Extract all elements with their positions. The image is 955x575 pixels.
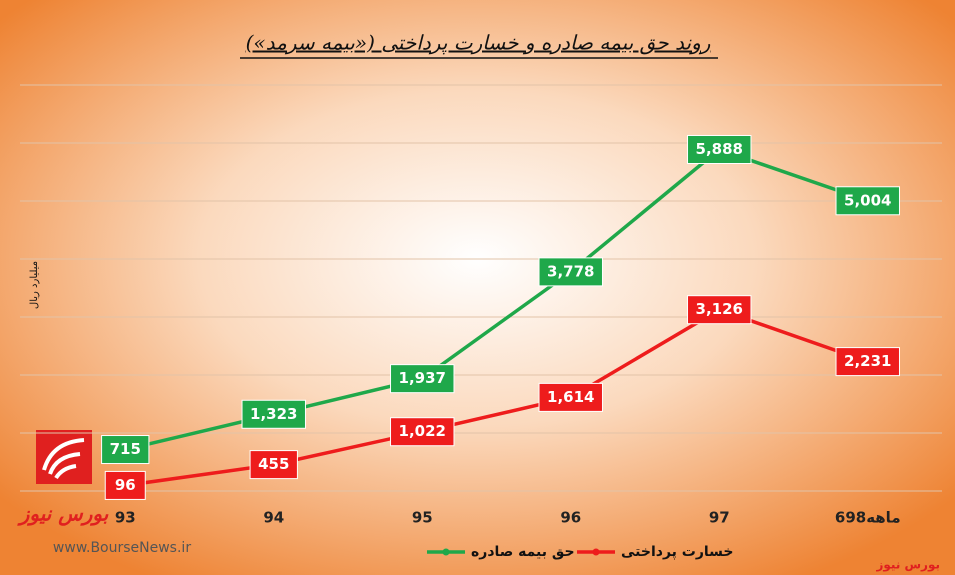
data-label-box bbox=[249, 450, 298, 480]
x-tick-label: 94 bbox=[263, 509, 284, 527]
chart-title: روند حق بیمه صادره و خسارت پرداختی («بیم… bbox=[246, 31, 711, 55]
data-label-text: 5,004 bbox=[844, 191, 891, 209]
data-label: 1,323 bbox=[241, 399, 306, 429]
data-label-box bbox=[104, 470, 146, 500]
data-label-text: 3,778 bbox=[547, 262, 594, 280]
data-label: 3,778 bbox=[538, 257, 603, 287]
data-label-box bbox=[687, 295, 752, 325]
data-label-box bbox=[835, 186, 900, 216]
x-tick-label: 95 bbox=[412, 509, 433, 527]
data-label-text: 96 bbox=[115, 476, 136, 494]
data-label-box bbox=[390, 417, 455, 447]
data-label-box bbox=[538, 257, 603, 287]
x-tick-label: 96 bbox=[560, 509, 581, 527]
data-label: 2,231 bbox=[835, 347, 900, 377]
data-label-box bbox=[538, 382, 603, 412]
data-label-box bbox=[835, 347, 900, 377]
logo-text: بورس نیوز bbox=[17, 502, 109, 527]
data-label-text: 5,888 bbox=[696, 140, 743, 158]
data-label: 3,126 bbox=[687, 295, 752, 325]
x-tick-label: 93 bbox=[115, 509, 136, 527]
logo-mark bbox=[42, 438, 85, 480]
data-label-text: 1,022 bbox=[399, 422, 446, 440]
data-label-text: 715 bbox=[110, 440, 141, 458]
data-label-text: 3,126 bbox=[696, 300, 743, 318]
legend-swatch-dot bbox=[442, 548, 450, 556]
legend-label: خسارت پرداختی bbox=[621, 544, 734, 560]
x-tick-label: 6ماهه98 bbox=[835, 509, 901, 527]
data-label-box bbox=[241, 399, 306, 429]
data-label-box bbox=[390, 364, 455, 394]
corner-text: بورس نیوز bbox=[875, 558, 940, 573]
data-label-text: 455 bbox=[258, 455, 289, 473]
data-label: 5,888 bbox=[687, 134, 752, 164]
data-label: 5,004 bbox=[835, 186, 900, 216]
data-label-text: 1,614 bbox=[547, 388, 594, 406]
data-label: 1,937 bbox=[390, 364, 455, 394]
y-axis-label: میلیارد ریال bbox=[29, 261, 40, 309]
data-label: 96 bbox=[104, 470, 146, 500]
data-label: 455 bbox=[249, 450, 298, 480]
data-label-box bbox=[687, 134, 752, 164]
data-label: 1,022 bbox=[390, 417, 455, 447]
logo: بورس نیوز bbox=[17, 430, 109, 527]
legend-swatch-dot bbox=[592, 548, 600, 556]
data-label: 715 bbox=[101, 435, 150, 465]
url: www.BourseNews.ir bbox=[53, 540, 191, 556]
data-label-text: 2,231 bbox=[844, 352, 891, 370]
data-label-box bbox=[101, 435, 150, 465]
x-tick-label: 97 bbox=[709, 509, 730, 527]
data-label-text: 1,323 bbox=[250, 405, 297, 423]
legend-label: حق بیمه صادره bbox=[471, 544, 575, 560]
data-label-text: 1,937 bbox=[399, 369, 446, 387]
data-label: 1,614 bbox=[538, 382, 603, 412]
